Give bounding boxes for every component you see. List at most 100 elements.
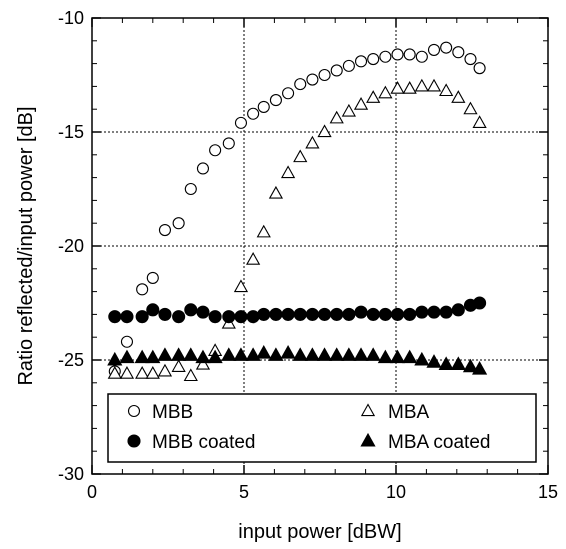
- data-point-mbb: [367, 52, 380, 66]
- data-point-mbb-coated: [135, 310, 149, 324]
- data-point-mbb-coated: [439, 305, 453, 319]
- data-point-mba: [195, 356, 211, 370]
- data-point-mbb-coated: [473, 296, 487, 310]
- y-tick-label: -10: [58, 8, 84, 28]
- y-tick-label: -30: [58, 464, 84, 484]
- legend-label-mbb: MBB: [152, 402, 193, 423]
- data-point-mbb: [222, 137, 235, 150]
- data-point-mbb: [158, 223, 172, 237]
- legend-marker-mba-coated: [360, 432, 376, 447]
- data-point-mbb: [473, 62, 486, 75]
- data-point-mbb-coated: [222, 310, 236, 324]
- data-point-mba: [171, 359, 186, 372]
- data-point-mbb: [464, 52, 477, 66]
- legend-markers: [127, 403, 376, 448]
- data-point-mba-coated: [119, 349, 135, 364]
- data-point-mbb: [282, 87, 295, 100]
- data-point-mba-coated: [414, 351, 430, 366]
- data-point-mba-coated: [233, 347, 249, 361]
- data-point-mbb-coated: [208, 310, 222, 324]
- data-point-mba-coated: [256, 345, 272, 359]
- data-point-mba: [293, 149, 308, 163]
- data-point-mbb-coated: [342, 307, 356, 321]
- legend-box: [107, 393, 537, 463]
- data-point-mbb: [403, 48, 416, 61]
- data-point-mbb: [391, 48, 404, 61]
- axis-ticks: [91, 17, 549, 475]
- data-point-mba-coated: [472, 360, 488, 375]
- y-tick-label: -25: [58, 350, 84, 370]
- data-point-mba: [390, 81, 405, 94]
- y-tick-label: -20: [58, 236, 84, 256]
- data-point-mba: [451, 90, 466, 103]
- data-point-mbb: [247, 107, 260, 120]
- data-point-mbb: [306, 73, 319, 86]
- legend-marker-mba: [360, 403, 376, 417]
- data-point-mba: [246, 252, 261, 265]
- y-axis-title: Ratio reflected/input power [dB]: [15, 106, 37, 385]
- data-point-mbb: [415, 50, 428, 63]
- y-tick-label: -15: [58, 122, 84, 142]
- data-point-mbb: [440, 41, 453, 54]
- data-point-mba: [233, 279, 249, 293]
- data-point-mbb-coated: [293, 307, 307, 321]
- x-axis-title: input power [dBW]: [238, 521, 401, 543]
- data-point-mbb: [427, 43, 441, 56]
- data-point-mba: [439, 83, 454, 97]
- data-point-mba: [402, 81, 417, 94]
- data-point-mbb: [120, 335, 134, 348]
- data-point-mba-coated: [195, 349, 211, 364]
- data-point-mba: [157, 363, 173, 377]
- data-point-mbb: [172, 217, 185, 230]
- data-point-mbb: [342, 59, 355, 72]
- data-point-mbb-coated: [366, 307, 380, 321]
- x-tick-label: 10: [386, 482, 406, 502]
- data-point-mba-coated: [365, 347, 381, 361]
- data-point-mba: [268, 185, 284, 199]
- data-point-mba-coated: [183, 347, 199, 361]
- data-point-mba: [317, 124, 332, 138]
- data-point-mbb-coated: [246, 310, 260, 324]
- data-markers: [107, 41, 488, 382]
- data-point-mba-coated: [245, 347, 261, 361]
- data-point-mbb: [294, 78, 307, 91]
- legend-label-mbb-coated: MBB coated: [152, 432, 256, 453]
- data-point-mbb-coated: [257, 307, 271, 321]
- data-point-mba-coated: [450, 356, 466, 371]
- data-point-mbb: [452, 46, 465, 59]
- data-point-mbb-coated: [354, 305, 368, 319]
- data-point-mbb-coated: [172, 310, 186, 324]
- data-point-mba-coated: [145, 349, 161, 364]
- data-point-mbb-coated: [403, 307, 417, 321]
- data-point-mba: [183, 368, 198, 382]
- data-point-mba: [414, 78, 429, 92]
- data-point-mbb-coated: [281, 307, 295, 321]
- data-point-mbb: [209, 144, 222, 157]
- data-point-mba: [329, 110, 344, 124]
- data-point-mbb-coated: [184, 303, 198, 317]
- data-point-mba-coated: [207, 349, 223, 364]
- legend: MBB MBA MBB coated MBA coated: [107, 393, 537, 463]
- data-point-mbb: [196, 162, 210, 175]
- legend-label-mba-coated: MBA coated: [388, 432, 490, 453]
- data-point-mbb-coated: [415, 305, 429, 319]
- data-point-mbb: [146, 271, 159, 284]
- data-point-mba: [366, 90, 381, 103]
- data-point-mbb: [234, 116, 248, 129]
- data-point-mbb-coated: [108, 310, 122, 324]
- data-point-mba: [341, 103, 356, 117]
- data-point-mbb-coated: [269, 307, 283, 321]
- data-point-mba-coated: [157, 347, 173, 361]
- legend-label-mba: MBA: [388, 402, 430, 423]
- data-point-mbb-coated: [378, 307, 392, 321]
- data-point-mba-coated: [402, 349, 418, 364]
- data-point-mbb-coated: [427, 305, 441, 319]
- data-point-mbb-coated: [158, 307, 172, 321]
- data-point-mba: [280, 165, 296, 179]
- data-point-mbb: [136, 283, 149, 296]
- data-point-mbb: [330, 64, 343, 77]
- data-point-mba-coated: [438, 356, 454, 371]
- data-point-mba-coated: [280, 345, 296, 359]
- data-point-mba: [463, 101, 478, 115]
